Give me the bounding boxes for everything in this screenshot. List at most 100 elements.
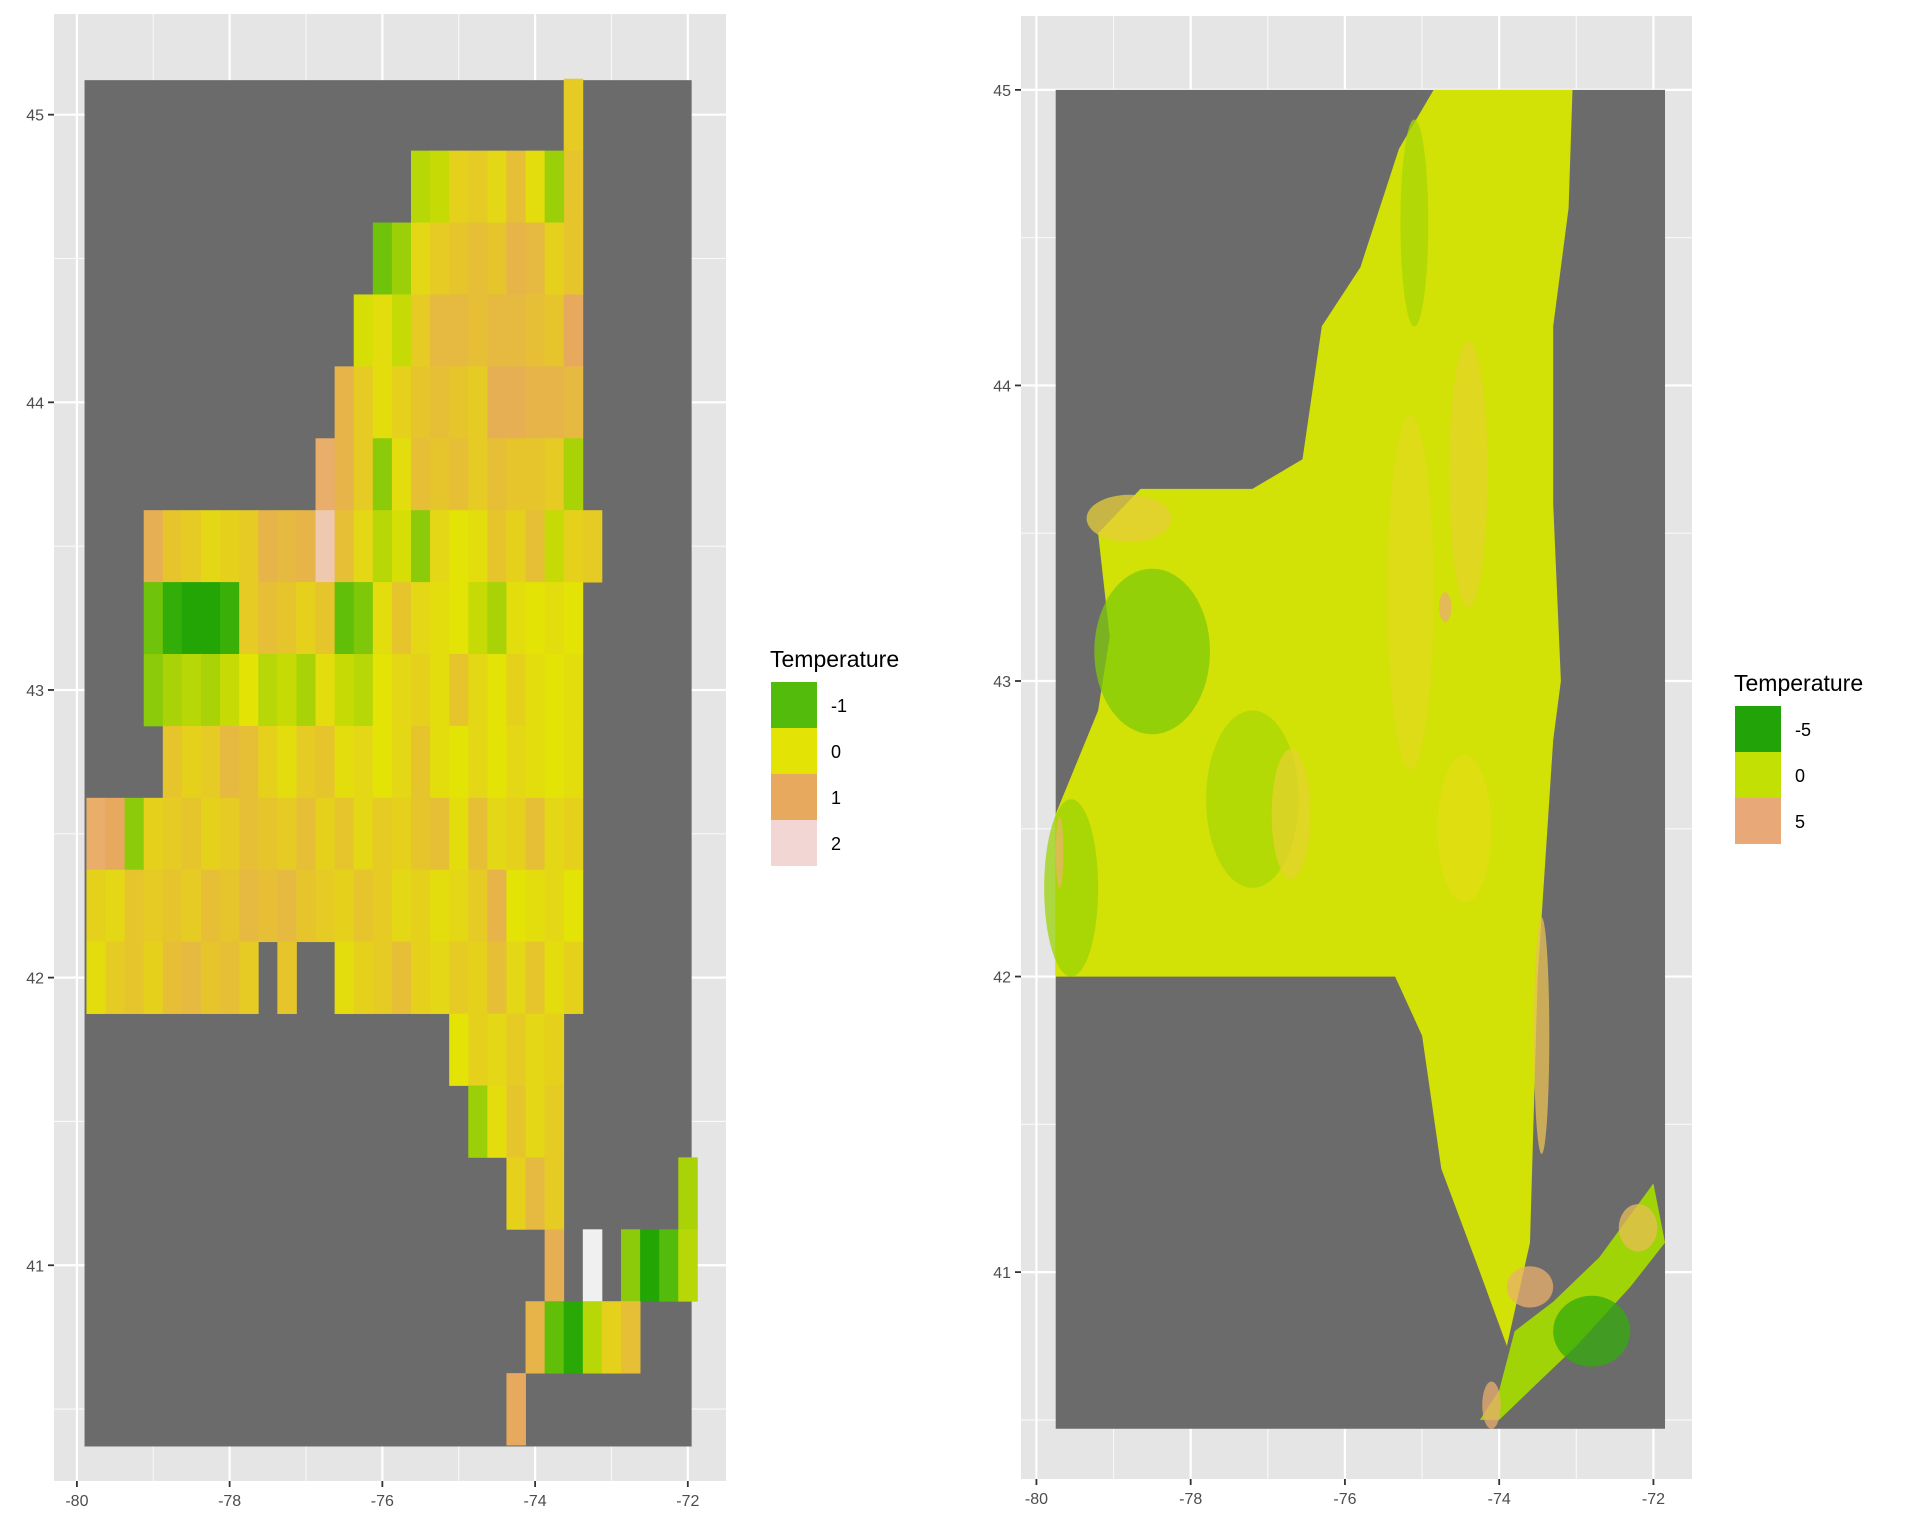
heatmap-cell bbox=[449, 582, 469, 655]
right-chart: -80 -78 -76 -74 -72 41 42 43 44 45 Temperature -5… bbox=[993, 16, 1863, 1508]
right-legend-swatch-1 bbox=[1735, 752, 1781, 798]
heatmap-cell bbox=[258, 797, 278, 871]
heatmap-cell bbox=[525, 438, 546, 511]
heatmap-cell bbox=[487, 941, 507, 1014]
heatmap-cell bbox=[430, 797, 450, 871]
heatmap-cell bbox=[353, 869, 374, 943]
heatmap-cell bbox=[86, 797, 106, 871]
heatmap-cell bbox=[563, 582, 584, 655]
heatmap-cell bbox=[468, 869, 488, 943]
heatmap-cell bbox=[201, 797, 221, 871]
heatmap-patch bbox=[1044, 799, 1099, 977]
heatmap-cell bbox=[449, 366, 469, 439]
heatmap-cell bbox=[296, 654, 316, 727]
heatmap-cell bbox=[487, 366, 507, 439]
heatmap-patch bbox=[1449, 341, 1488, 608]
heatmap-cell bbox=[334, 510, 355, 583]
heatmap-cell bbox=[506, 222, 526, 295]
heatmap-cell bbox=[563, 725, 584, 799]
heatmap-cell bbox=[544, 222, 565, 295]
heatmap-patch bbox=[1400, 119, 1429, 327]
heatmap-cell bbox=[563, 294, 584, 367]
heatmap-patch bbox=[1086, 494, 1172, 543]
y-tick-label: 41 bbox=[26, 1258, 44, 1275]
heatmap-cell bbox=[411, 294, 431, 367]
heatmap-cell bbox=[601, 1301, 622, 1374]
heatmap-patch bbox=[1506, 1266, 1554, 1308]
left-heatmap-cells bbox=[86, 78, 698, 1446]
heatmap-cell bbox=[334, 797, 355, 871]
heatmap-cell bbox=[143, 510, 164, 583]
heatmap-cell bbox=[506, 654, 526, 727]
heatmap-cell bbox=[143, 941, 164, 1014]
heatmap-cell bbox=[525, 366, 546, 439]
heatmap-cell bbox=[449, 654, 469, 727]
heatmap-cell bbox=[353, 294, 374, 367]
heatmap-cell bbox=[201, 510, 221, 583]
heatmap-cell bbox=[162, 510, 183, 583]
heatmap-cell bbox=[201, 941, 221, 1014]
heatmap-cell bbox=[525, 869, 546, 943]
x-tick-label: -80 bbox=[1025, 1491, 1048, 1508]
heatmap-cell bbox=[143, 797, 164, 871]
heatmap-cell bbox=[430, 294, 450, 367]
region-new-york-state bbox=[1055, 89, 1573, 1346]
heatmap-cell bbox=[582, 1229, 603, 1302]
heatmap-cell bbox=[353, 510, 374, 583]
heatmap-cell bbox=[544, 654, 565, 727]
heatmap-cell bbox=[525, 1301, 546, 1374]
heatmap-patch bbox=[1533, 917, 1550, 1154]
left-legend-swatch-0 bbox=[771, 682, 817, 728]
heatmap-cell bbox=[563, 797, 584, 871]
heatmap-patch bbox=[1553, 1295, 1631, 1367]
heatmap-cell bbox=[621, 1301, 641, 1374]
heatmap-cell bbox=[449, 438, 469, 511]
heatmap-cell bbox=[181, 582, 202, 655]
heatmap-cell bbox=[315, 438, 336, 511]
heatmap-cell bbox=[506, 941, 526, 1014]
heatmap-cell bbox=[315, 797, 336, 871]
heatmap-cell bbox=[201, 582, 221, 655]
heatmap-cell bbox=[105, 869, 126, 943]
heatmap-cell bbox=[105, 797, 126, 871]
heatmap-cell bbox=[334, 869, 355, 943]
heatmap-cell bbox=[372, 797, 393, 871]
heatmap-cell bbox=[468, 1085, 488, 1158]
heatmap-cell bbox=[506, 797, 526, 871]
heatmap-cell bbox=[487, 1013, 507, 1086]
heatmap-cell bbox=[353, 941, 374, 1014]
heatmap-cell bbox=[544, 941, 565, 1014]
heatmap-cell bbox=[449, 222, 469, 295]
heatmap-cell bbox=[391, 654, 412, 727]
heatmap-cell bbox=[468, 941, 488, 1014]
right-legend-title: Temperature bbox=[1734, 670, 1863, 696]
heatmap-cell bbox=[86, 869, 106, 943]
heatmap-cell bbox=[296, 582, 316, 655]
heatmap-cell bbox=[468, 654, 488, 727]
heatmap-cell bbox=[487, 222, 507, 295]
heatmap-cell bbox=[124, 797, 145, 871]
heatmap-cell bbox=[201, 869, 221, 943]
heatmap-patch bbox=[1055, 816, 1064, 888]
heatmap-cell bbox=[544, 366, 565, 439]
heatmap-cell bbox=[277, 510, 297, 583]
heatmap-cell bbox=[239, 797, 259, 871]
heatmap-cell bbox=[372, 869, 393, 943]
heatmap-cell bbox=[506, 366, 526, 439]
heatmap-cell bbox=[411, 941, 431, 1014]
y-tick-label: 45 bbox=[26, 108, 44, 125]
left-legend-item-3: 2 bbox=[771, 820, 841, 866]
left-legend-item-1: 0 bbox=[771, 728, 841, 774]
heatmap-cell bbox=[525, 725, 546, 799]
heatmap-cell bbox=[372, 294, 393, 367]
heatmap-cell bbox=[391, 438, 412, 511]
y-tick-label: 44 bbox=[993, 378, 1011, 395]
heatmap-cell bbox=[258, 510, 278, 583]
heatmap-cell bbox=[506, 1157, 526, 1230]
x-tick-label: -72 bbox=[676, 1493, 699, 1510]
heatmap-cell bbox=[334, 654, 355, 727]
left-legend-swatch-1 bbox=[771, 728, 817, 774]
heatmap-cell bbox=[315, 869, 336, 943]
heatmap-cell bbox=[487, 869, 507, 943]
heatmap-cell bbox=[487, 294, 507, 367]
